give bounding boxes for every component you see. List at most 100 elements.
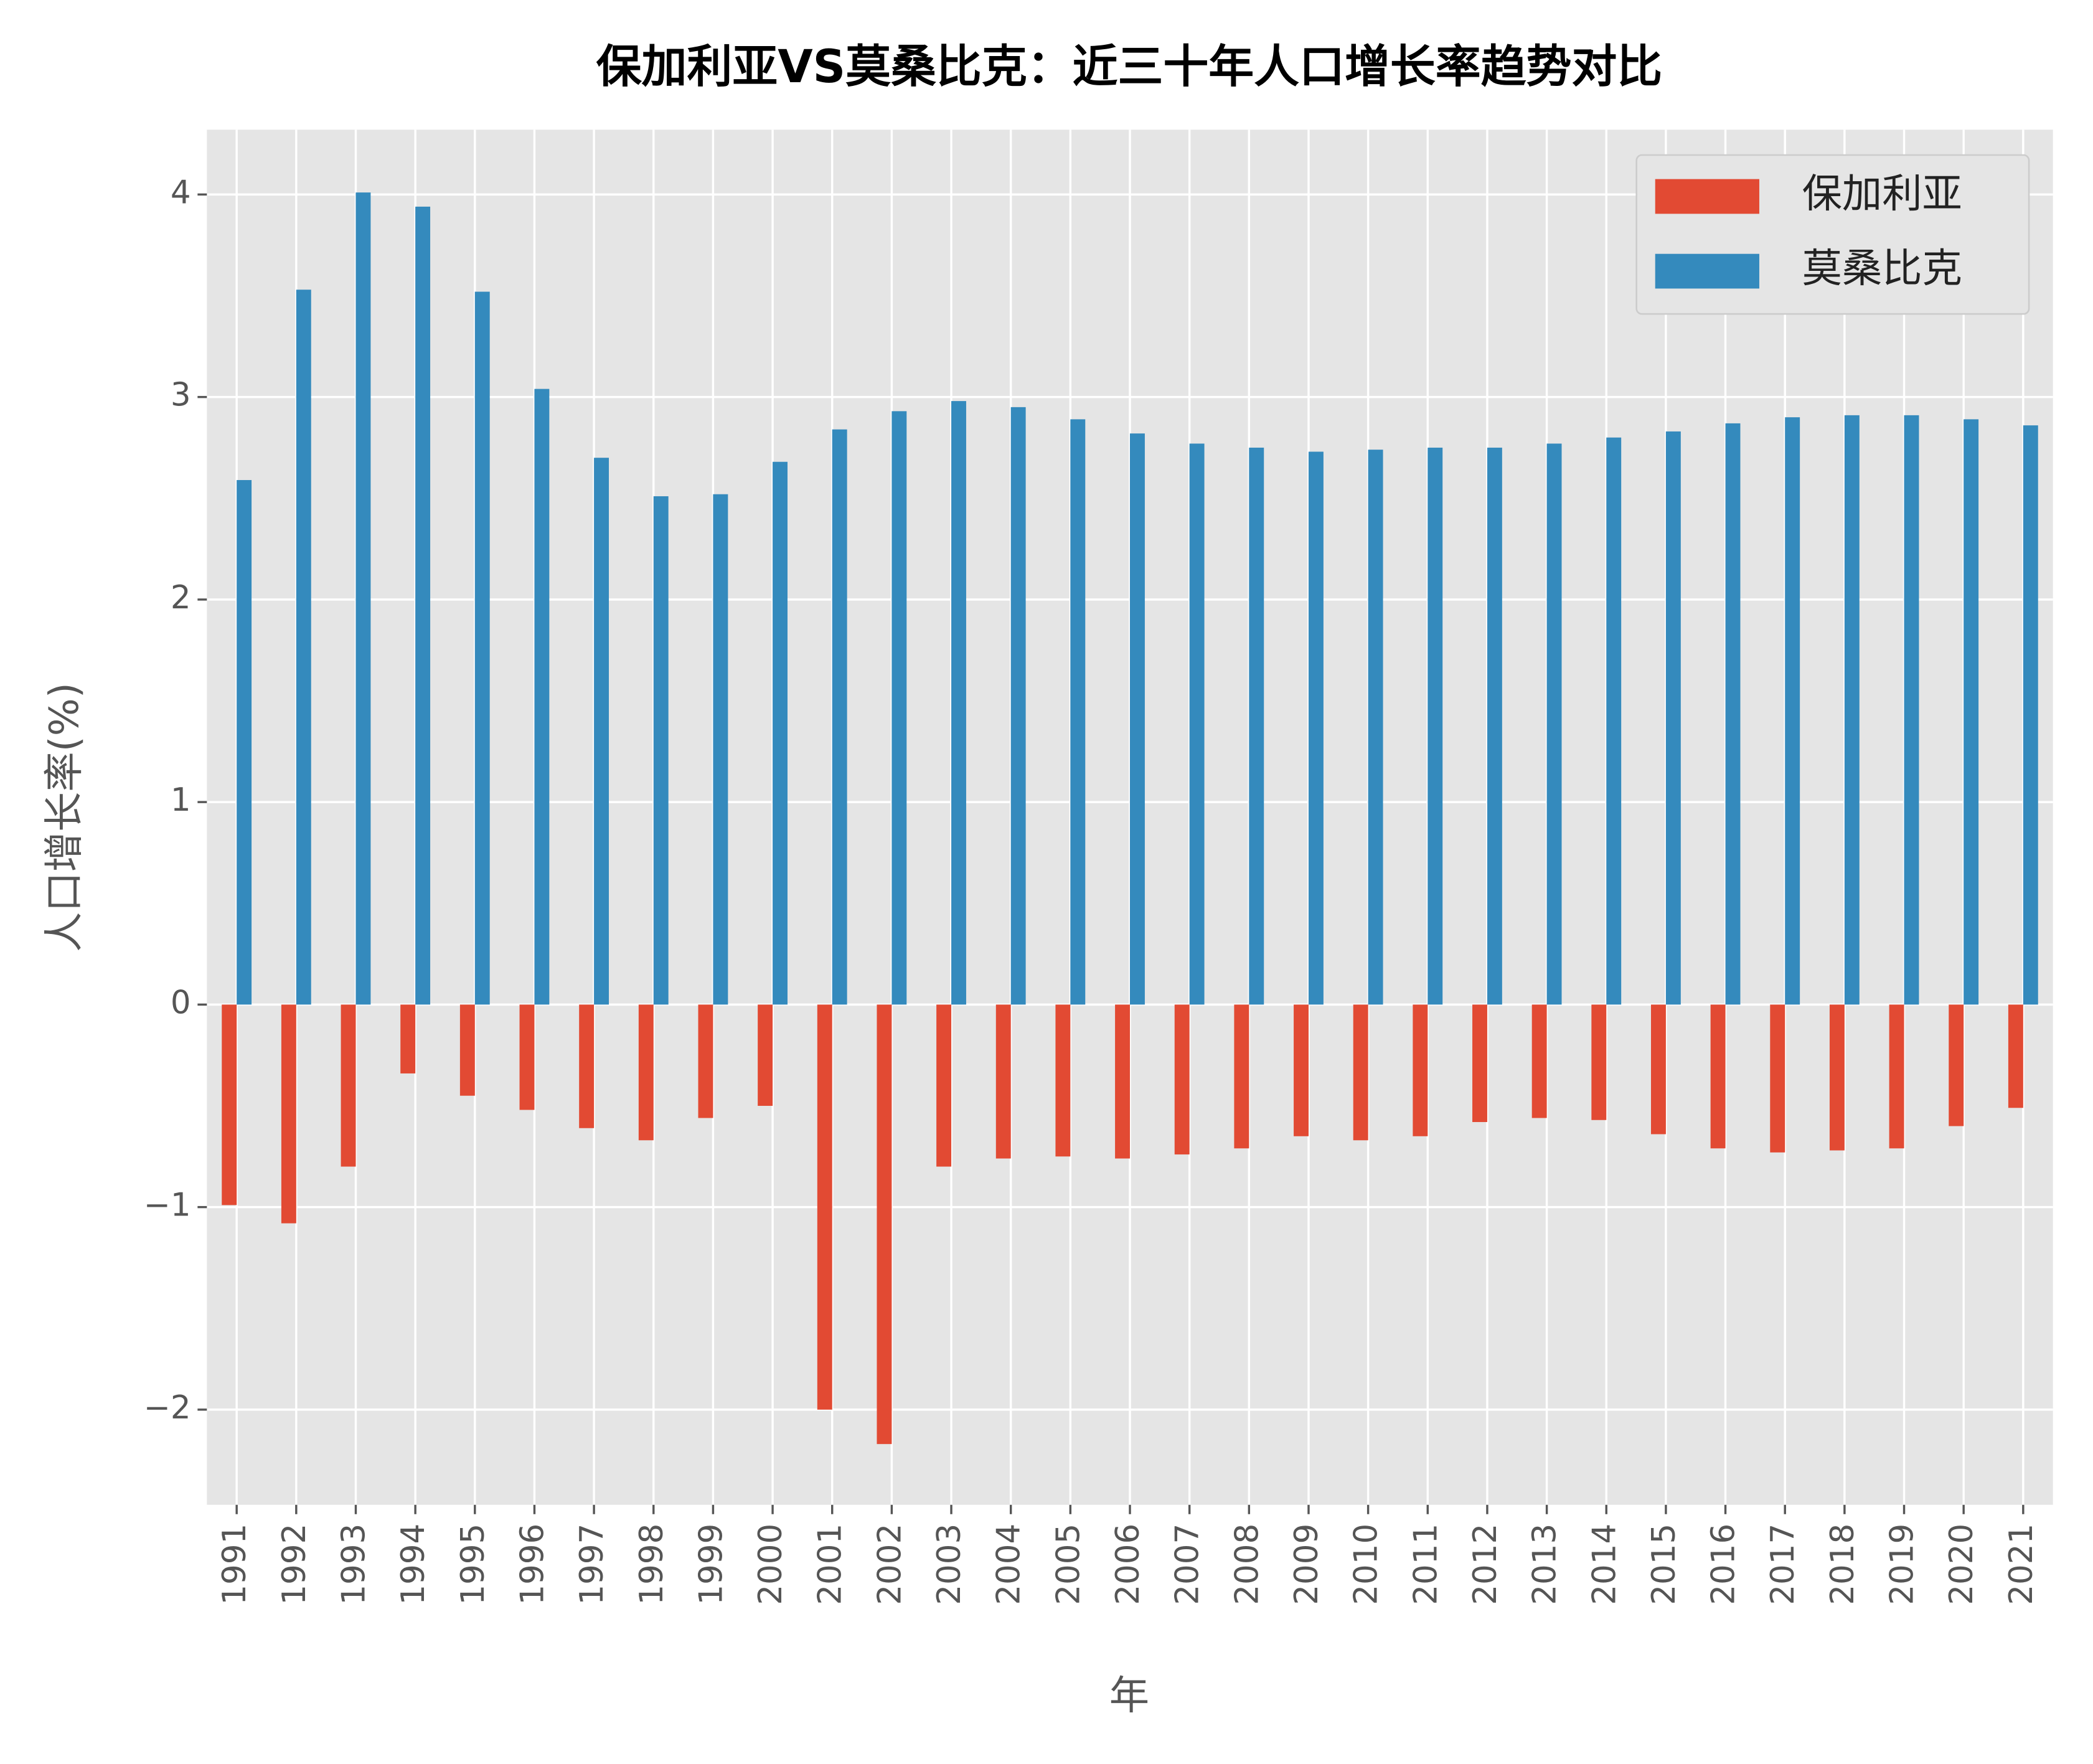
x-tick-label: 1995 [454, 1524, 492, 1605]
bar [713, 494, 728, 1005]
bar [1650, 1004, 1666, 1134]
bar [1130, 433, 1145, 1005]
bar [1725, 423, 1741, 1005]
x-tick-label: 2005 [1050, 1524, 1087, 1605]
bar [1010, 407, 1026, 1005]
bar [1353, 1004, 1368, 1141]
y-tick-label: −1 [144, 1187, 191, 1224]
bar [1472, 1004, 1487, 1123]
bar [296, 290, 311, 1005]
y-tick-label: 4 [171, 174, 191, 211]
bar [653, 496, 669, 1005]
bar [1294, 1004, 1309, 1136]
x-tick-label: 2012 [1467, 1524, 1504, 1605]
bar [474, 291, 490, 1005]
bar [638, 1004, 654, 1141]
x-axis-label: 年 [1109, 1672, 1149, 1719]
x-tick-label: 2019 [1884, 1524, 1921, 1605]
bar [758, 1004, 773, 1106]
bar [237, 479, 252, 1005]
y-tick-label: 0 [171, 984, 191, 1021]
bar [951, 401, 966, 1005]
x-tick-label: 2008 [1228, 1524, 1266, 1605]
bar [1070, 419, 1086, 1005]
x-tick-label: 2020 [1943, 1524, 1980, 1605]
x-tick-label: 2011 [1407, 1524, 1444, 1605]
bar [400, 1004, 416, 1073]
x-tick-label: 1997 [573, 1524, 611, 1605]
bar [1710, 1004, 1726, 1149]
bar [1770, 1004, 1785, 1153]
legend-label: 保加利亚 [1802, 171, 1962, 217]
bar [773, 461, 788, 1005]
x-tick-label: 1993 [335, 1524, 372, 1605]
bar [1308, 451, 1324, 1005]
bar [2023, 425, 2038, 1005]
legend-swatch [1655, 253, 1759, 289]
bar [1427, 447, 1443, 1005]
x-tick-label: 1999 [692, 1524, 730, 1605]
bar [534, 389, 550, 1005]
x-tick-label: 1998 [633, 1524, 670, 1605]
y-tick-label: 3 [171, 377, 191, 414]
bar [1964, 419, 1979, 1005]
x-tick-label: 2014 [1586, 1524, 1623, 1605]
bars [222, 192, 2038, 1445]
bar [877, 1004, 892, 1445]
x-tick-label: 2017 [1764, 1524, 1802, 1605]
bar [1174, 1004, 1190, 1155]
x-tick-label: 1994 [395, 1524, 432, 1605]
x-tick-label: 2021 [2003, 1524, 2040, 1605]
bar [1785, 417, 1800, 1005]
x-tick-label: 2002 [871, 1524, 908, 1605]
bar [579, 1004, 595, 1128]
bar [817, 1004, 832, 1410]
bar [1904, 415, 1919, 1005]
y-tick-label: 2 [171, 579, 191, 616]
x-tick-label: 1996 [514, 1524, 551, 1605]
x-tick-label: 2007 [1169, 1524, 1206, 1605]
bar [1591, 1004, 1607, 1120]
x-tick-label: 1991 [216, 1524, 253, 1605]
bar [891, 411, 907, 1005]
bar [1829, 1004, 1845, 1151]
bar [832, 429, 847, 1005]
x-tick-label: 1992 [276, 1524, 313, 1605]
bar [1234, 1004, 1249, 1149]
x-tick-label: 2000 [752, 1524, 789, 1605]
bar [1949, 1004, 1964, 1126]
bar [1487, 447, 1502, 1005]
x-tick-label: 2001 [812, 1524, 849, 1605]
bar [698, 1004, 713, 1118]
bar [1413, 1004, 1428, 1136]
chart-title: 保加利亚VS莫桑比克：近三十年人口增长率趋势对比 [596, 40, 1663, 93]
bar [1546, 443, 1562, 1005]
bar [1606, 437, 1622, 1005]
y-axis-label: 人口增长率(%) [41, 682, 88, 952]
bar [222, 1004, 237, 1205]
x-tick-label: 2003 [931, 1524, 968, 1605]
x-tick-label: 2010 [1348, 1524, 1385, 1605]
bar [1189, 443, 1205, 1005]
bar [281, 1004, 296, 1224]
bar [459, 1004, 475, 1096]
bar [1665, 431, 1681, 1005]
bar [1531, 1004, 1547, 1118]
x-tick-label: 2018 [1824, 1524, 1861, 1605]
x-tick-label: 2013 [1526, 1524, 1564, 1605]
bar [1115, 1004, 1131, 1159]
x-tick-label: 2009 [1288, 1524, 1325, 1605]
bar [995, 1004, 1011, 1159]
legend-swatch [1655, 179, 1759, 214]
bar [341, 1004, 356, 1167]
y-tick-label: −2 [144, 1389, 191, 1427]
x-tick-label: 2015 [1645, 1524, 1683, 1605]
x-tick-label: 2004 [990, 1524, 1028, 1605]
bar [936, 1004, 952, 1167]
bar [594, 458, 609, 1005]
bar [1055, 1004, 1071, 1157]
y-tick-label: 1 [171, 781, 191, 819]
legend-label: 莫桑比克 [1802, 245, 1962, 292]
